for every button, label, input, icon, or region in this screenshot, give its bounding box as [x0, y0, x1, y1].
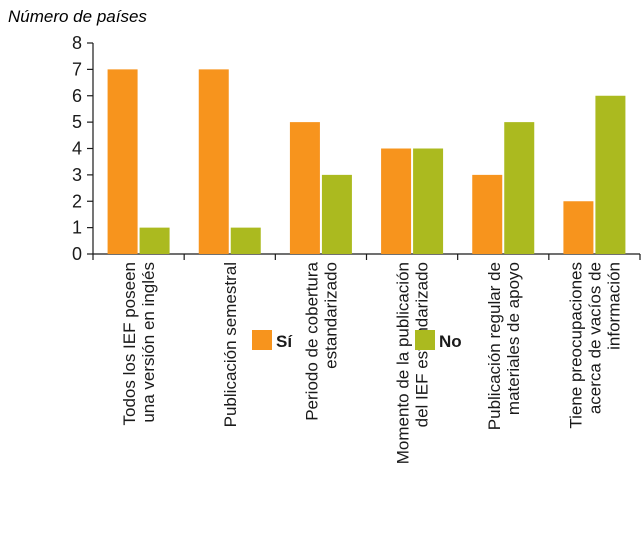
- y-tick-label: 1: [72, 218, 82, 238]
- legend-swatch-si: [252, 330, 272, 350]
- category-label-3: Momento de la publicación del IEF estanda…: [394, 262, 432, 464]
- bar-no-2: [321, 174, 352, 254]
- bar-no-5: [595, 95, 626, 254]
- legend-label-si: Sí: [276, 332, 293, 351]
- y-tick-label: 2: [72, 191, 82, 211]
- category-label-1: Publicación semestral: [221, 262, 240, 427]
- category-label-line: materiales de apoyo: [504, 262, 523, 415]
- category-label-line: Momento de la publicación: [394, 262, 413, 464]
- category-label-line: estandarizado: [321, 262, 340, 369]
- category-label-line: una versión en inglés: [139, 262, 158, 423]
- bar-si-4: [472, 174, 503, 254]
- y-tick-label: 7: [72, 59, 82, 79]
- bar-si-1: [198, 69, 229, 254]
- legend-label-no: No: [439, 332, 462, 351]
- bar-no-0: [139, 227, 170, 254]
- category-label-line: Periodo de cobertura: [302, 261, 321, 420]
- bar-si-0: [107, 69, 138, 254]
- category-label-4: Publicación regular de materiales de apoy…: [485, 262, 523, 430]
- bar-no-3: [413, 148, 444, 254]
- category-label-line: acerca de vacíos de: [585, 262, 604, 414]
- y-tick-label: 8: [72, 33, 82, 53]
- legend: Sí No: [252, 330, 462, 351]
- bar-si-5: [563, 201, 594, 254]
- y-axis-label: Número de países: [8, 7, 147, 26]
- category-label-line: Publicación regular de: [485, 262, 504, 430]
- y-tick-label: 0: [72, 244, 82, 264]
- category-label-5: Tiene preocupaciones acerca de vacíos de i…: [566, 262, 623, 429]
- category-label-line: Publicación semestral: [221, 262, 240, 427]
- category-label-line: Tiene preocupaciones: [566, 262, 585, 429]
- plot-area: 0 1 2 3 4 5 6 7 8 Todos los IEF poseen una versión…: [72, 33, 641, 464]
- category-label-0: Todos los IEF poseen una versión en inglé…: [120, 262, 158, 425]
- y-tick-label: 5: [72, 112, 82, 132]
- category-label-line: información: [604, 262, 623, 350]
- category-label-2: Periodo de cobertura estandarizado: [302, 261, 340, 420]
- y-tick-label: 4: [72, 139, 82, 159]
- category-label-line: Todos los IEF poseen: [120, 262, 139, 425]
- bar-si-3: [381, 148, 412, 254]
- y-tick-label: 3: [72, 165, 82, 185]
- y-tick-label: 6: [72, 86, 82, 106]
- bar-no-1: [230, 227, 261, 254]
- legend-swatch-no: [415, 330, 435, 350]
- bar-si-2: [289, 122, 320, 254]
- bar-no-4: [504, 122, 535, 254]
